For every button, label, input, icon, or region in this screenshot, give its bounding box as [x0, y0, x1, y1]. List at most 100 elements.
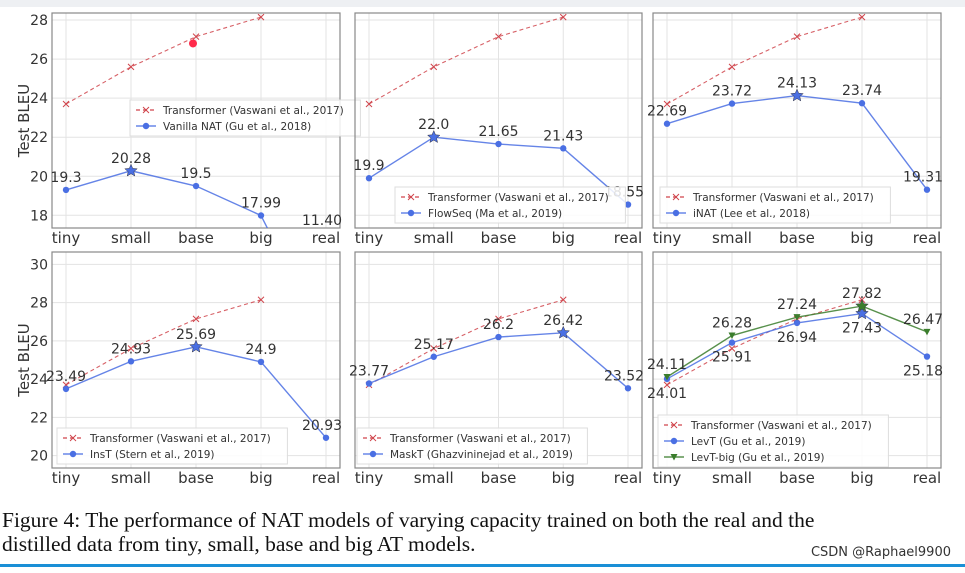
dot-marker [624, 385, 632, 392]
x-tick-label-small: small [712, 469, 752, 487]
data-label: 27.43 [842, 321, 882, 337]
series-transformer [365, 296, 567, 389]
x-marker [69, 434, 77, 442]
top-bar [0, 0, 965, 7]
x-tick-label-tiny: tiny [355, 229, 384, 247]
x-tick-label-tiny: tiny [52, 469, 81, 487]
x-tick-label-small: small [414, 469, 454, 487]
series-levt-big [663, 298, 931, 381]
dot-marker [923, 353, 931, 360]
x-tick-label-small: small [712, 229, 752, 247]
x-tick-label-base: base [481, 229, 517, 247]
y-axis-label: Test BLEU [15, 84, 33, 158]
x-tick-label-real: real [312, 229, 340, 247]
data-label: 27.82 [842, 286, 882, 302]
best-star-marker [790, 88, 804, 102]
best-star-marker [124, 163, 138, 177]
dot-marker [672, 209, 680, 217]
data-label: 24.11 [647, 357, 687, 373]
dot-marker [728, 339, 736, 346]
watermark: CSDN @Raphael9900 [810, 545, 951, 560]
x-tick-label-small: small [111, 469, 151, 487]
x-marker [672, 193, 680, 201]
subplot-2: tinysmallbasebigreal19.922.021.6521.4318… [353, 12, 644, 247]
x-marker [495, 315, 502, 323]
data-label: 20.28 [111, 151, 151, 167]
x-tick-label-real: real [913, 469, 941, 487]
best-star-marker [426, 130, 441, 144]
subplot-6: tiny small base big real 24.01 25.91 26.94 27.43… [647, 251, 943, 487]
legend-label: Transformer (Vaswani et al., 2017) [389, 433, 571, 445]
dot-marker [430, 353, 437, 360]
plot-frame [652, 251, 942, 469]
plot-frame [354, 12, 643, 229]
y-tick-label: 28 [30, 296, 48, 312]
x-tick-label-big: big [249, 469, 272, 487]
data-label: 22.0 [418, 117, 449, 133]
dot-marker [624, 201, 632, 208]
data-label: 21.43 [543, 128, 583, 144]
legend-label: Transformer (Vaswani et al., 2017) [427, 192, 609, 204]
x-marker [142, 106, 150, 114]
legend-label: Vanilla NAT (Gu et al., 2018) [163, 121, 311, 133]
series-flowseq [365, 130, 632, 208]
plot-area [663, 296, 931, 389]
data-label: 21.65 [478, 124, 518, 140]
legend-label: Transformer (Vaswani et al., 2017) [692, 192, 874, 204]
legend-box [659, 186, 891, 224]
plot-area [365, 296, 632, 392]
x-marker [728, 63, 736, 71]
y-tick-label: 28 [30, 13, 48, 29]
x-tick-label-tiny: tiny [355, 469, 384, 487]
x-marker [559, 13, 567, 21]
subplot-5: tiny small base big real 23.77 25.17 26.2 26.42 2… [349, 251, 644, 487]
data-label: 24.9 [245, 342, 276, 358]
x-tick-label-big: big [552, 469, 575, 487]
data-label: 23.52 [604, 368, 644, 384]
y-tick-label: 26 [30, 334, 48, 350]
plot-frame [652, 12, 942, 229]
x-tick-label-big: big [850, 229, 873, 247]
series-transformer [663, 13, 866, 108]
x-tick-label-real: real [913, 229, 941, 247]
y-tick-label: 22 [30, 130, 48, 146]
legend-box [56, 427, 288, 465]
legend: Transformer (Vaswani et al., 2017) iNAT (… [659, 186, 891, 224]
data-label: 25.17 [414, 337, 454, 353]
triangle-marker [793, 314, 801, 321]
data-label: 23.72 [712, 84, 752, 100]
data-label: 19.31 [903, 170, 943, 186]
y-tick-label: 20 [30, 169, 48, 185]
caption-line-2: distilled data from tiny, small, base an… [2, 532, 476, 556]
x-tick-label-tiny: tiny [653, 469, 682, 487]
x-marker [407, 193, 415, 201]
x-marker [192, 315, 200, 323]
legend-label: FlowSeq (Ma et al., 2019) [428, 208, 562, 220]
x-marker [670, 421, 678, 429]
x-marker [365, 100, 373, 108]
x-tick-label-big: big [249, 229, 272, 247]
dot-marker [663, 120, 671, 127]
legend: Transformer (Vaswani et al., 2017) FlowSe… [394, 186, 626, 224]
triangle-marker [728, 332, 736, 340]
y-tick-label: 20 [30, 449, 48, 465]
data-label: 24.13 [777, 76, 817, 92]
legend-box [394, 186, 626, 224]
series-inat [663, 88, 931, 193]
dot-marker [257, 212, 265, 219]
x-marker [495, 33, 502, 40]
x-marker [663, 381, 671, 389]
data-label: 11.40 [302, 213, 342, 229]
data-label: 23.74 [842, 83, 882, 99]
x-tick-label-small: small [414, 229, 454, 247]
subplot-4: tiny small base big real 20 22 24 26 28 30 Test BLE… [15, 251, 342, 487]
data-label: 25.91 [712, 350, 752, 366]
subplot-1: tiny small base big real 18 20 22 24 26 28 Test BLE… [15, 12, 361, 247]
dot-marker [192, 182, 200, 190]
best-star-marker [855, 298, 869, 312]
triangle-marker [663, 374, 671, 381]
legend: Transformer (Vaswani et al., 2017) Vanill… [129, 99, 361, 137]
series-maskt [365, 325, 632, 392]
bottom-accent-bar [0, 564, 965, 567]
x-marker [127, 63, 135, 71]
